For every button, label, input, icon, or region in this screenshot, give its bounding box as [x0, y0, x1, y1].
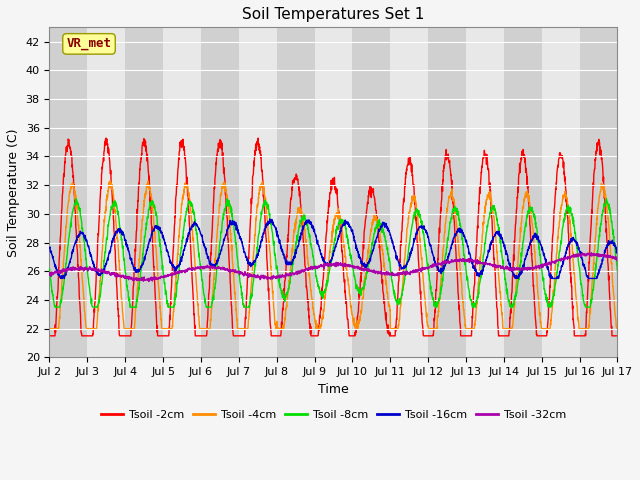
Text: VR_met: VR_met [67, 37, 111, 50]
Tsoil -4cm [614, 326, 621, 332]
Line: Tsoil -32cm: Tsoil -32cm [49, 253, 618, 281]
Tsoil -4cm [499, 324, 507, 329]
Bar [428, 27, 466, 358]
Tsoil -8cm [580, 298, 588, 304]
Line: Tsoil -4cm: Tsoil -4cm [49, 181, 618, 329]
Tsoil -8cm [363, 265, 371, 271]
Tsoil -8cm [45, 266, 53, 272]
Bar [580, 27, 618, 358]
Tsoil -16cm [614, 247, 621, 253]
Tsoil -32cm [45, 271, 53, 276]
Tsoil -8cm [72, 196, 80, 202]
X-axis label: Time: Time [318, 383, 349, 396]
Line: Tsoil -16cm: Tsoil -16cm [49, 219, 618, 278]
Bar [201, 27, 239, 358]
Tsoil -4cm [564, 199, 572, 205]
Y-axis label: Soil Temperature (C): Soil Temperature (C) [7, 128, 20, 257]
Tsoil -2cm [350, 333, 358, 339]
Line: Tsoil -8cm: Tsoil -8cm [49, 199, 618, 307]
Tsoil -16cm [57, 276, 65, 281]
Tsoil -32cm [614, 255, 621, 261]
Tsoil -16cm [204, 255, 212, 261]
Tsoil -2cm [102, 135, 110, 141]
Tsoil -2cm [45, 333, 53, 339]
Tsoil -8cm [499, 257, 507, 263]
Tsoil -4cm [579, 326, 587, 332]
Tsoil -32cm [499, 265, 507, 271]
Tsoil -32cm [204, 264, 212, 270]
Bar [125, 27, 163, 358]
Line: Tsoil -2cm: Tsoil -2cm [49, 138, 618, 336]
Tsoil -4cm [106, 178, 114, 184]
Tsoil -8cm [351, 273, 358, 278]
Tsoil -8cm [52, 304, 60, 310]
Tsoil -32cm [145, 278, 153, 284]
Bar [353, 27, 390, 358]
Bar [276, 27, 314, 358]
Bar [504, 27, 541, 358]
Tsoil -16cm [580, 262, 588, 267]
Tsoil -8cm [614, 269, 621, 275]
Tsoil -8cm [205, 304, 212, 310]
Tsoil -16cm [266, 216, 273, 222]
Legend: Tsoil -2cm, Tsoil -4cm, Tsoil -8cm, Tsoil -16cm, Tsoil -32cm: Tsoil -2cm, Tsoil -4cm, Tsoil -8cm, Tsoi… [97, 406, 570, 425]
Bar [49, 27, 87, 358]
Tsoil -16cm [45, 245, 53, 251]
Tsoil -4cm [45, 326, 53, 332]
Tsoil -32cm [350, 265, 358, 271]
Tsoil -8cm [564, 204, 572, 210]
Tsoil -16cm [351, 237, 358, 243]
Title: Soil Temperatures Set 1: Soil Temperatures Set 1 [243, 7, 425, 22]
Tsoil -32cm [588, 250, 595, 256]
Tsoil -4cm [363, 262, 371, 267]
Tsoil -32cm [363, 267, 371, 273]
Tsoil -32cm [564, 256, 572, 262]
Tsoil -16cm [363, 262, 371, 268]
Tsoil -2cm [204, 304, 212, 310]
Tsoil -2cm [579, 333, 587, 339]
Tsoil -16cm [564, 244, 572, 250]
Tsoil -2cm [564, 215, 572, 220]
Tsoil -2cm [363, 208, 371, 214]
Tsoil -4cm [350, 321, 358, 326]
Tsoil -2cm [499, 333, 507, 339]
Tsoil -16cm [499, 240, 507, 246]
Tsoil -2cm [614, 333, 621, 339]
Tsoil -32cm [579, 251, 587, 257]
Tsoil -4cm [204, 326, 212, 332]
